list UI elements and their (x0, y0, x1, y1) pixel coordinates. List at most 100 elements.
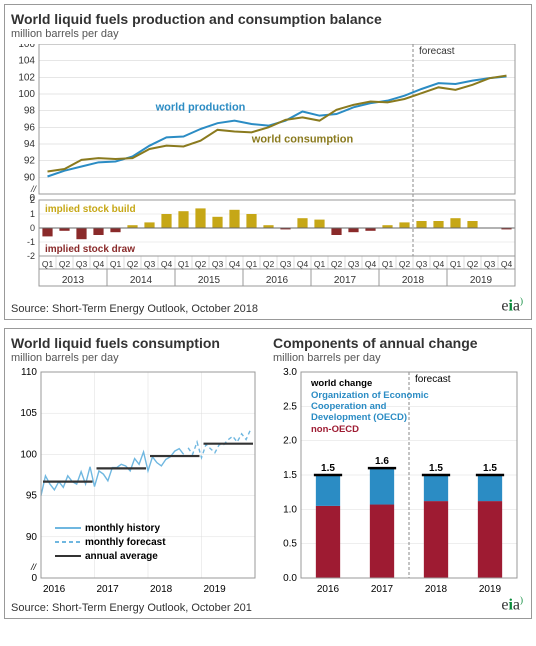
svg-text:2019: 2019 (479, 584, 502, 595)
svg-text:2.5: 2.5 (283, 401, 297, 412)
svg-text:annual average: annual average (85, 551, 158, 562)
svg-text:2014: 2014 (130, 275, 153, 286)
bottom-panel: World liquid fuels consumption million b… (4, 328, 532, 619)
svg-text:implied stock draw: implied stock draw (45, 244, 135, 255)
svg-text:104: 104 (18, 56, 35, 67)
svg-text:Q2: Q2 (127, 259, 139, 269)
svg-text:2017: 2017 (97, 584, 120, 595)
svg-text:Q3: Q3 (212, 259, 224, 269)
svg-text:2019: 2019 (204, 584, 227, 595)
svg-text:world change: world change (310, 378, 372, 389)
svg-text:1.6: 1.6 (375, 456, 389, 467)
svg-text:Q2: Q2 (59, 259, 71, 269)
svg-text:Q3: Q3 (280, 259, 292, 269)
svg-text:Q3: Q3 (144, 259, 156, 269)
svg-text:Q4: Q4 (501, 259, 513, 269)
svg-text:2018: 2018 (150, 584, 173, 595)
svg-text:2.0: 2.0 (283, 436, 297, 447)
svg-text:90: 90 (24, 172, 36, 183)
eia-logo-bottom: eia) (501, 595, 523, 614)
svg-text:Q3: Q3 (348, 259, 360, 269)
svg-text:94: 94 (24, 139, 36, 150)
svg-text:Q2: Q2 (399, 259, 411, 269)
svg-text:forecast: forecast (415, 374, 451, 385)
svg-text:Q1: Q1 (246, 259, 258, 269)
svg-text:Q1: Q1 (382, 259, 394, 269)
svg-text:2019: 2019 (470, 275, 493, 286)
svg-text:110: 110 (21, 368, 37, 378)
svg-text:2016: 2016 (266, 275, 289, 286)
svg-text:92: 92 (24, 156, 36, 167)
svg-text:2016: 2016 (43, 584, 66, 595)
svg-text:0: 0 (30, 223, 35, 233)
bl-title: World liquid fuels consumption (11, 335, 263, 351)
top-title: World liquid fuels production and consum… (11, 11, 525, 27)
svg-text:1.5: 1.5 (483, 463, 497, 474)
br-title: Components of annual change (273, 335, 525, 351)
svg-text://: // (30, 562, 38, 572)
svg-text:Q2: Q2 (467, 259, 479, 269)
svg-text:2: 2 (30, 195, 35, 205)
br-chart: 0.0 0.5 1.0 1.5 2.0 2.5 3.0 forecast 1.5 2016 1.6 2… (273, 368, 521, 598)
svg-text:3.0: 3.0 (283, 368, 297, 378)
svg-text:1.5: 1.5 (283, 470, 297, 481)
svg-text:Q3: Q3 (484, 259, 496, 269)
top-panel: World liquid fuels production and consum… (4, 4, 532, 320)
svg-text:Q1: Q1 (42, 259, 54, 269)
bottom-right-col: Components of annual change million barr… (273, 335, 525, 598)
svg-text:Q3: Q3 (416, 259, 428, 269)
svg-text:implied stock build: implied stock build (45, 204, 136, 215)
svg-text:world production: world production (155, 102, 246, 114)
svg-text:-1: -1 (27, 237, 35, 247)
top-chart: 9092949698100102104106//0forecastworld p… (11, 44, 521, 299)
svg-text:Q4: Q4 (93, 259, 105, 269)
svg-text:Q4: Q4 (161, 259, 173, 269)
svg-text:Organization of Economic: Organization of Economic (311, 390, 429, 401)
svg-text:106: 106 (18, 44, 35, 50)
bl-subtitle: million barrels per day (11, 352, 263, 364)
svg-text:world consumption: world consumption (251, 133, 354, 145)
top-subtitle: million barrels per day (11, 28, 525, 40)
svg-text:2018: 2018 (425, 584, 448, 595)
svg-text:Q1: Q1 (450, 259, 462, 269)
svg-text:Q4: Q4 (365, 259, 377, 269)
svg-text:96: 96 (24, 122, 36, 133)
svg-text:2013: 2013 (62, 275, 85, 286)
svg-text:Q4: Q4 (297, 259, 309, 269)
svg-text:Q4: Q4 (433, 259, 445, 269)
svg-text:2015: 2015 (198, 275, 221, 286)
svg-text:1: 1 (30, 209, 35, 219)
svg-text:Q3: Q3 (76, 259, 88, 269)
svg-text:-2: -2 (27, 251, 35, 261)
svg-text:100: 100 (20, 449, 37, 460)
svg-text:Q1: Q1 (314, 259, 326, 269)
svg-text:Q1: Q1 (178, 259, 190, 269)
svg-text:0.5: 0.5 (283, 539, 297, 550)
svg-text:Cooperation and: Cooperation and (311, 401, 387, 412)
svg-text:105: 105 (20, 408, 37, 419)
svg-text:monthly history: monthly history (85, 523, 160, 534)
svg-text:1.0: 1.0 (283, 504, 297, 515)
svg-text:Q4: Q4 (229, 259, 241, 269)
bl-chart: 9095100105110//02016201720182019monthly … (11, 368, 259, 598)
svg-text:0.0: 0.0 (283, 573, 297, 584)
svg-text:2017: 2017 (371, 584, 394, 595)
svg-text:forecast: forecast (419, 46, 455, 57)
br-subtitle: million barrels per day (273, 352, 525, 364)
svg-text:90: 90 (26, 532, 38, 543)
svg-text:1.5: 1.5 (321, 463, 335, 474)
svg-text:1.5: 1.5 (429, 463, 443, 474)
svg-text:Q2: Q2 (263, 259, 275, 269)
svg-text:98: 98 (24, 106, 36, 117)
bottom-source: Source: Short-Term Energy Outlook, Octob… (11, 602, 525, 614)
svg-text:102: 102 (18, 72, 35, 83)
svg-text:Q2: Q2 (331, 259, 343, 269)
svg-text:non-OECD: non-OECD (311, 424, 359, 435)
svg-text:Development (OECD): Development (OECD) (311, 412, 407, 423)
svg-text:100: 100 (18, 89, 35, 100)
svg-text:2018: 2018 (402, 275, 425, 286)
eia-logo-top: eia) (501, 296, 523, 315)
svg-text:0: 0 (31, 573, 37, 584)
svg-text:monthly forecast: monthly forecast (85, 537, 166, 548)
svg-text:2016: 2016 (317, 584, 340, 595)
